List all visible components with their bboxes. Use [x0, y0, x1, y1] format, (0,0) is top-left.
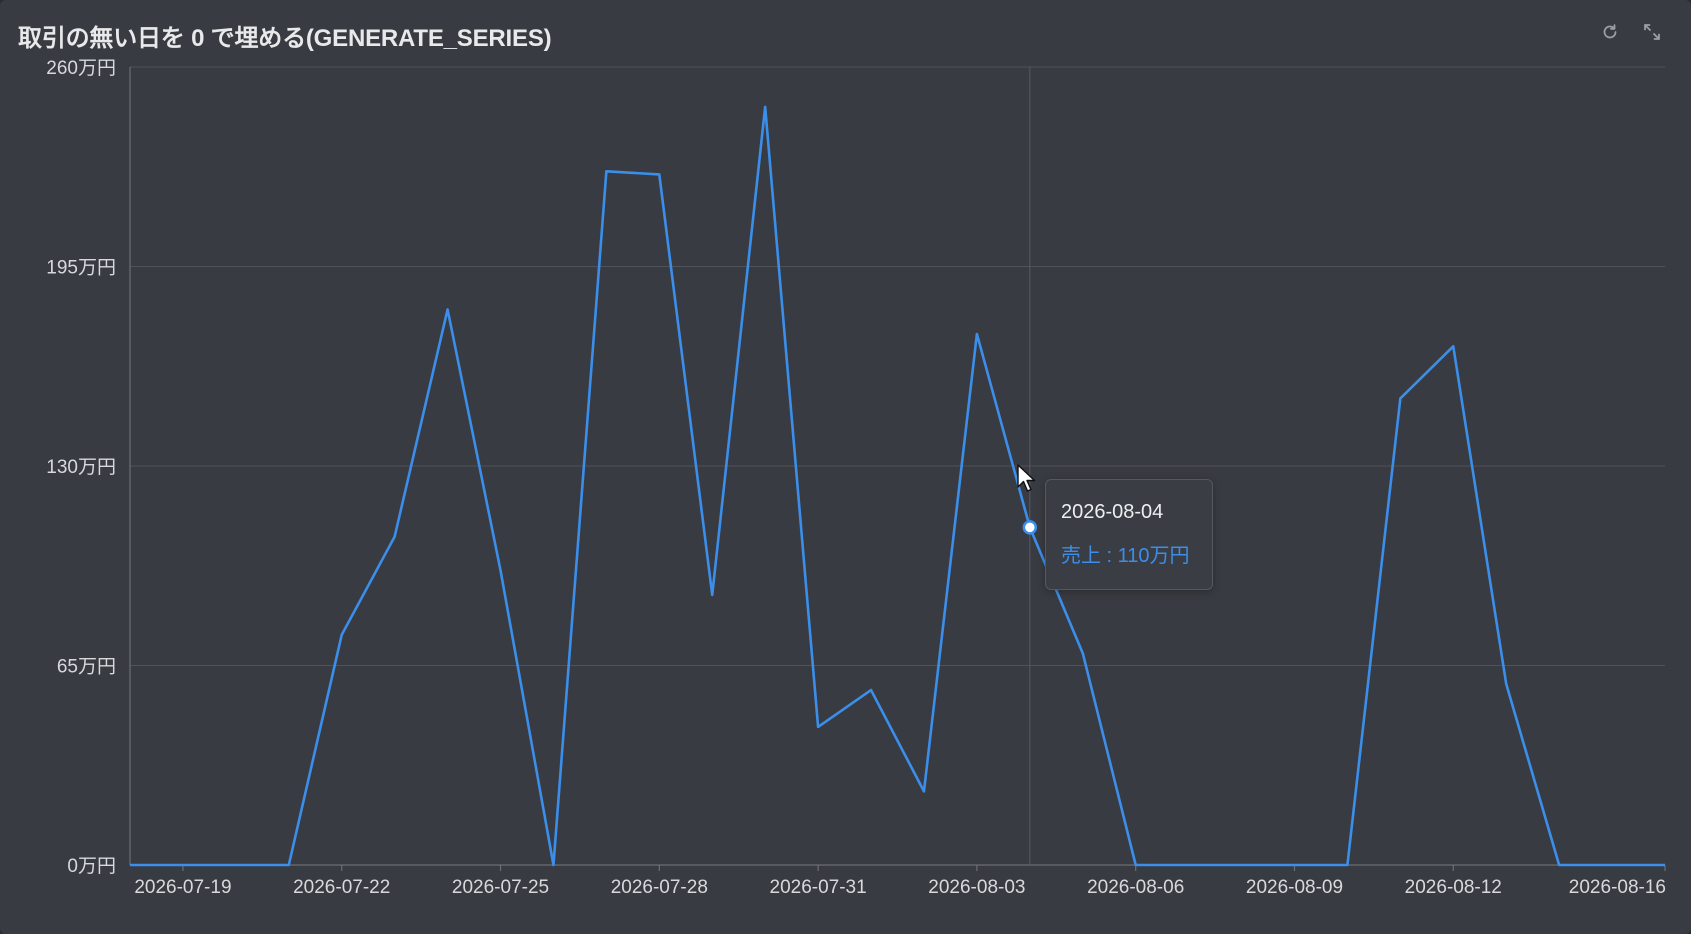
x-tick-label: 2026-08-16: [1569, 877, 1666, 898]
y-tick-label: 195万円: [46, 258, 116, 279]
panel-title: 取引の無い日を 0 で埋める(GENERATE_SERIES): [18, 25, 552, 52]
y-axis-labels: 0万円 65万円 130万円 195万円 260万円: [46, 58, 116, 877]
y-tick-label: 260万円: [46, 58, 116, 79]
expand-button[interactable]: [1638, 18, 1666, 46]
x-tick-label: 2026-07-28: [611, 877, 708, 898]
x-tick-label: 2026-07-25: [452, 877, 549, 898]
series-line: [130, 105, 1665, 867]
refresh-icon: [1603, 24, 1617, 39]
x-tick-label: 2026-08-09: [1246, 877, 1343, 898]
expand-icon: [1644, 24, 1660, 40]
highlight-point[interactable]: [1022, 520, 1038, 535]
x-tick-label: 2026-07-22: [293, 877, 390, 898]
x-tick-label: 2026-08-12: [1405, 877, 1502, 898]
y-tick-label: 65万円: [57, 657, 116, 678]
x-axis-labels: 2026-07-19 2026-07-22 2026-07-25 2026-07-28…: [134, 877, 1666, 898]
mouse-pointer-icon: [1017, 464, 1036, 492]
y-tick-label: 130万円: [46, 457, 116, 478]
x-tick-label: 2026-08-06: [1087, 877, 1184, 898]
tooltip-date: 2026-08-04: [1061, 501, 1164, 523]
tooltip-value: 売上 : 110万円: [1061, 545, 1190, 567]
gridlines: [130, 66, 1665, 666]
axes: [129, 67, 1666, 871]
series-layer: [130, 105, 1665, 867]
x-tick-label: 2026-07-31: [770, 877, 867, 898]
highlight-layer: [1022, 520, 1038, 535]
panel-header: 取引の無い日を 0 で埋める(GENERATE_SERIES): [0, 0, 1691, 64]
x-tick-label: 2026-08-03: [928, 877, 1025, 898]
y-tick-label: 0万円: [67, 856, 116, 877]
tooltip: 2026-08-04 売上 : 110万円: [1045, 479, 1213, 590]
x-tick-label: 2026-07-19: [134, 877, 231, 898]
refresh-button[interactable]: [1596, 18, 1624, 46]
